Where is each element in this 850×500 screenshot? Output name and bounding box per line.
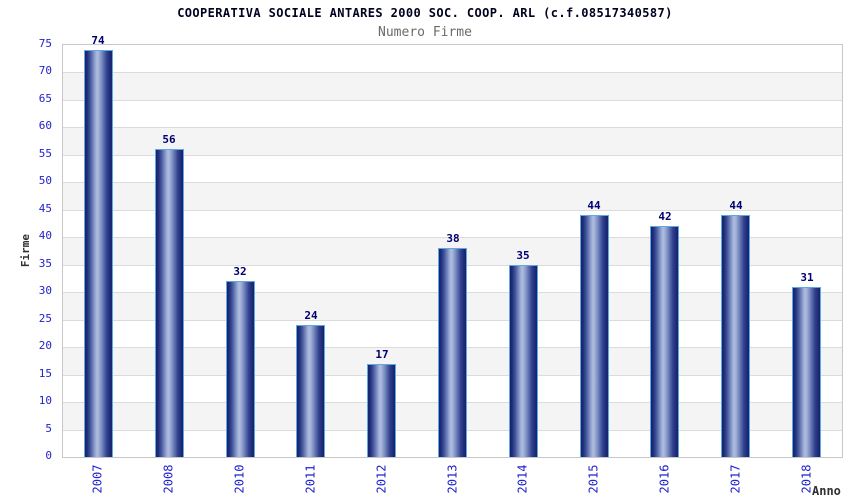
bar-2011 [296,325,325,457]
bar-value-label: 74 [91,34,105,47]
x-tick-label: 2011 [303,464,317,494]
x-tick-label: 2008 [161,464,175,494]
y-tick-label: 30 [38,284,52,297]
bar-value-label: 32 [233,265,247,278]
y-tick-label: 5 [45,422,52,435]
y-tick-label: 60 [38,119,52,132]
grid-band [63,72,842,100]
x-tick-label: 2012 [374,464,388,494]
chart-title: COOPERATIVA SOCIALE ANTARES 2000 SOC. CO… [177,6,673,20]
y-tick-label: 50 [38,174,52,187]
y-tick-label: 65 [38,92,52,105]
bar-value-label: 17 [375,348,389,361]
y-tick-label: 55 [38,147,52,160]
bar-2013 [438,248,467,457]
y-tick-label: 45 [38,202,52,215]
y-tick-label: 25 [38,312,52,325]
grid-band [63,182,842,210]
bar-value-label: 24 [304,309,318,322]
y-tick-label: 10 [38,394,52,407]
grid-band [63,209,842,238]
bar-2016 [650,226,679,457]
bar-value-label: 44 [587,199,601,212]
x-axis-label: Anno [812,484,841,498]
x-tick: 2017 [715,458,755,500]
x-tick-label: 2018 [799,464,813,494]
bar-2017 [721,215,750,457]
bar-2010 [226,281,255,457]
bar-2012 [367,364,396,457]
bar-value-label: 31 [800,271,814,284]
x-tick-label: 2017 [728,464,742,494]
x-tick: 2013 [432,458,472,500]
bar-value-label: 35 [516,249,530,262]
x-tick: 2014 [502,458,542,500]
y-tick-label: 15 [38,367,52,380]
x-tick: 2010 [219,458,259,500]
grid-band [63,127,842,155]
x-tick: 2011 [290,458,330,500]
y-tick-label: 0 [45,449,52,462]
x-tick-label: 2007 [90,464,104,494]
y-tick-label: 40 [38,229,52,242]
grid-band [63,154,842,183]
y-tick-label: 35 [38,257,52,270]
x-tick: 2007 [77,458,117,500]
x-tick: 2008 [148,458,188,500]
bar-value-label: 38 [446,232,460,245]
bar-value-label: 44 [729,199,743,212]
bar-2007 [84,50,113,457]
x-tick-label: 2016 [657,464,671,494]
grid-band [63,45,842,73]
x-tick-label: 2015 [586,464,600,494]
y-tick-label: 75 [38,37,52,50]
x-tick-label: 2010 [232,464,246,494]
x-tick: 2012 [361,458,401,500]
bar-value-label: 42 [658,210,672,223]
x-tick: 2016 [644,458,684,500]
y-tick-label: 70 [38,64,52,77]
bar-2015 [580,215,609,457]
plot-area: 74 56 32 24 17 38 35 44 42 44 31 [62,34,843,458]
x-tick: 2015 [573,458,613,500]
bar-2018 [792,287,821,457]
x-tick-label: 2014 [515,464,529,494]
bar-2014 [509,265,538,457]
x-tick-label: 2013 [445,464,459,494]
grid-band [63,99,842,128]
bar-value-label: 56 [162,133,176,146]
chart-subtitle: Numero Firme [378,25,472,40]
y-tick-label: 20 [38,339,52,352]
bar-2008 [155,149,184,457]
